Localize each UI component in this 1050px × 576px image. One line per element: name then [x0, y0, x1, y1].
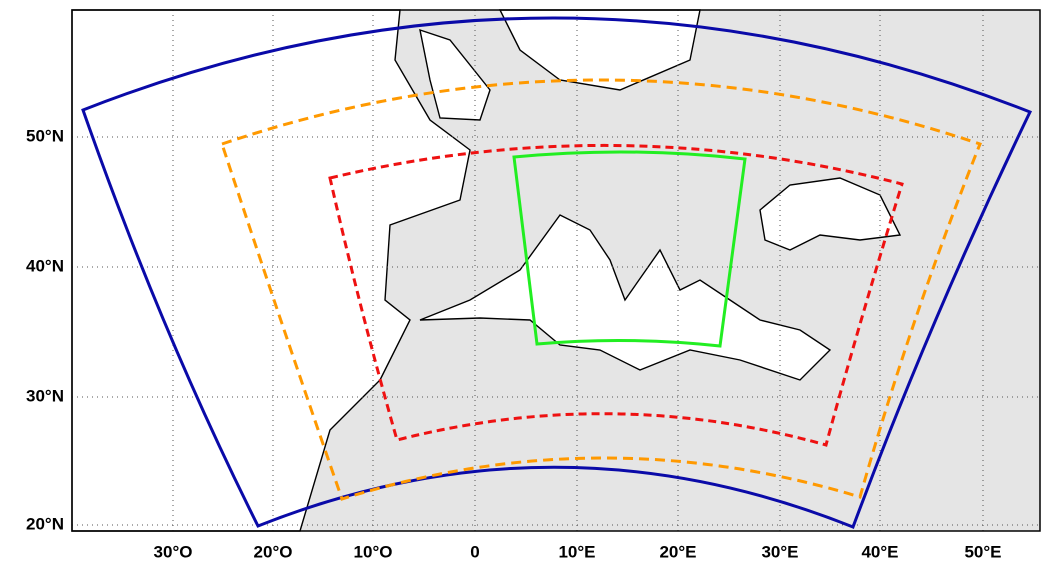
x-tick-label: 10°E: [558, 542, 595, 561]
x-tick-label: 40°E: [861, 542, 898, 561]
x-tick-label: 30°E: [761, 542, 798, 561]
x-tick-label: 20°E: [659, 542, 696, 561]
x-tick-label: 30°O: [154, 542, 193, 561]
y-tick-label: 30°N: [26, 386, 64, 405]
frame: [71, 9, 1041, 532]
grid: [72, 10, 1040, 531]
y-tick-label: 50°N: [26, 126, 64, 145]
domains: [81, 16, 1033, 529]
middle-domain: [220, 78, 982, 501]
atlantic: [71, 9, 471, 532]
x-tick-label: 10°O: [354, 542, 393, 561]
labels: 30°O 20°O 10°O 0 10°E 20°E 30°E 40°E 50°E 50°N 40°…: [26, 126, 1002, 561]
sea: [71, 9, 902, 532]
x-tick-label: 0: [470, 542, 479, 561]
y-tick-label: 40°N: [26, 256, 64, 275]
mediterranean: [419, 214, 832, 381]
outer-domain: [81, 16, 1033, 529]
inner-domain: [328, 143, 904, 447]
core-domain: [512, 150, 747, 348]
x-tick-label: 50°E: [964, 542, 1001, 561]
black-sea: [759, 177, 902, 251]
britain: [419, 28, 491, 121]
y-tick-label: 20°N: [26, 514, 64, 533]
x-tick-label: 20°O: [254, 542, 293, 561]
